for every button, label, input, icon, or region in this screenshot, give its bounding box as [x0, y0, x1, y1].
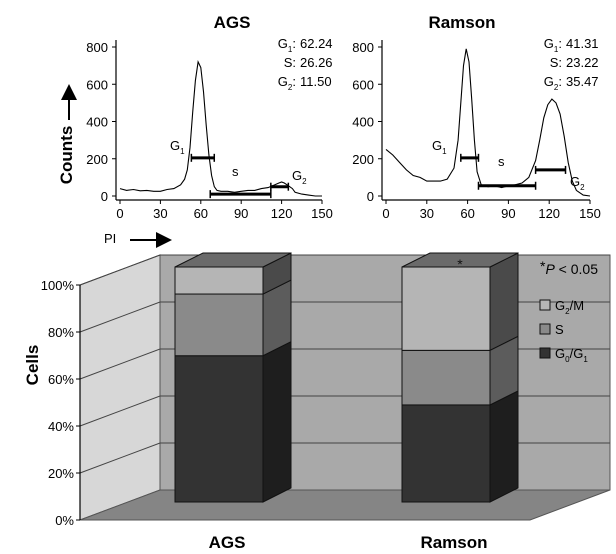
x-tick-label: 120: [538, 206, 560, 221]
y-tick-label: 600: [86, 77, 108, 92]
y-tick-label: 60%: [48, 372, 74, 387]
x-tick-label: 150: [311, 206, 333, 221]
stat-value: 41.31: [566, 36, 599, 51]
legend-swatch: [539, 299, 551, 311]
peak-label: G2: [292, 168, 307, 186]
stat-value: 62.24: [300, 36, 333, 51]
histogram-trace: [119, 60, 322, 197]
y-tick-label: 80%: [48, 325, 74, 340]
stat-label: G1:: [544, 36, 562, 54]
x-tick-label: 0: [382, 206, 389, 221]
peak-label: s: [232, 164, 239, 179]
stat-label: S:: [550, 55, 562, 70]
y-tick-label: 100%: [41, 278, 75, 293]
floor: [79, 489, 611, 521]
y-tick-label: 200: [86, 152, 108, 167]
stat-label: G2:: [544, 74, 562, 92]
stat-value: 11.50: [300, 74, 332, 89]
x-tick-label: 150: [579, 206, 601, 221]
bar-segment-side: [489, 252, 519, 352]
y-tick-label: 0: [101, 189, 108, 204]
peak-label: G2: [570, 174, 585, 192]
bar-top: [174, 252, 292, 268]
legend-label: G2/M: [555, 298, 584, 316]
histogram-ags: 0 200 400 600 800 0 30 60 90 120 150 G1 s G2 G1: 62.24 S…: [86, 36, 333, 221]
y-tick-label: 40%: [48, 419, 74, 434]
x-tick-label: 30: [153, 206, 167, 221]
x-tick-label: 90: [234, 206, 248, 221]
stat-label: S:: [284, 55, 296, 70]
bar-segment-side: [489, 390, 519, 503]
histogram-ramson: 0 200 400 600 800 0 30 60 90 120 150 G1 s G2 G1: 41.31 S…: [352, 36, 601, 221]
stat-value: 35.47: [566, 74, 599, 89]
stacked-bar-chart: 0% 20% 40% 60% 80% 100% AGS * Ramson *P < 0.05 G2/…: [41, 252, 611, 552]
legend-swatch: [539, 347, 551, 359]
bar-segment-g2-m-ramson: [401, 266, 491, 351]
significance-star: *: [457, 256, 463, 272]
y-tick-label: 20%: [48, 466, 74, 481]
bar-segment-g0-g1-ags: [174, 355, 264, 503]
y-tick-label: 800: [352, 40, 374, 55]
pi-axis-label: PI: [104, 231, 116, 246]
y-tick-label: 800: [86, 40, 108, 55]
x-tick-label: 30: [420, 206, 434, 221]
bar-segment-s-ramson: [401, 349, 491, 406]
legend-swatch: [539, 323, 551, 335]
p-value-annotation: *P < 0.05: [540, 258, 598, 277]
x-tick-label: 60: [194, 206, 208, 221]
category-label-ags: AGS: [209, 533, 246, 552]
bar-top: [401, 252, 519, 268]
peak-label: G1: [170, 138, 185, 156]
side-wall: [79, 254, 161, 521]
stat-label: G1:: [278, 36, 296, 54]
stat-label: G2:: [278, 74, 296, 92]
x-tick-label: 60: [460, 206, 474, 221]
bar-segment-g2-m-ags: [174, 266, 264, 295]
y-tick-label: 400: [86, 115, 108, 130]
cells-axis-label: Cells: [23, 345, 42, 386]
histogram-title-ags: AGS: [214, 13, 251, 32]
peak-label: s: [498, 154, 505, 169]
bar-segment-side: [262, 340, 292, 503]
y-tick-label: 400: [352, 115, 374, 130]
legend-label: S: [555, 322, 564, 337]
category-label-ramson: Ramson: [420, 533, 487, 552]
x-tick-label: 90: [501, 206, 515, 221]
y-tick-label: 0: [367, 189, 374, 204]
peak-label: G1: [432, 138, 447, 156]
counts-axis-label: Counts: [57, 126, 76, 185]
bar-segment-s-ags: [174, 293, 264, 357]
legend-label: G0/G1: [555, 346, 588, 364]
stat-value: 23.22: [566, 55, 599, 70]
y-tick-label: 600: [352, 77, 374, 92]
y-tick-label: 200: [352, 152, 374, 167]
histogram-trace: [385, 48, 591, 197]
bar-segment-g0-g1-ramson: [401, 404, 491, 503]
y-tick-label: 0%: [55, 513, 74, 528]
histogram-title-ramson: Ramson: [428, 13, 495, 32]
stat-value: 26.26: [300, 55, 333, 70]
x-tick-label: 0: [116, 206, 123, 221]
x-tick-label: 120: [271, 206, 293, 221]
